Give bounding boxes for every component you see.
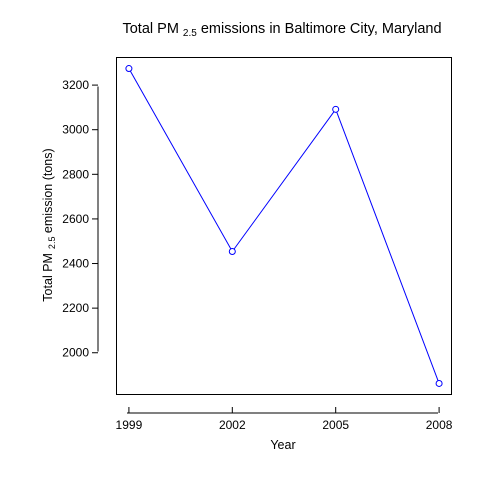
chart-title-main: Total PM	[122, 21, 178, 37]
y-axis-label-subscript: 2.5	[47, 237, 57, 250]
y-axis-label: Total PM 2.5 emission (tons)	[41, 148, 57, 301]
y-tick-label: 2000	[62, 346, 89, 360]
x-tick-label: 2008	[426, 418, 453, 432]
y-tick-label: 3200	[62, 78, 89, 92]
x-axis-label: Year	[270, 438, 295, 452]
chart-title-subscript: 2.5	[183, 28, 197, 39]
x-tick-label: 2005	[322, 418, 349, 432]
y-tick-label: 2600	[62, 212, 89, 226]
y-tick-label: 2800	[62, 167, 89, 181]
data-point	[435, 379, 443, 387]
y-tick-label: 2400	[62, 257, 89, 271]
plot-frame	[116, 57, 452, 395]
series-line	[128, 68, 440, 384]
data-point	[332, 105, 340, 113]
chart-title-rest: emissions in Baltimore City, Maryland	[197, 21, 442, 37]
data-point	[228, 248, 236, 256]
y-axis-label-main: Total PM	[41, 253, 55, 302]
y-axis-ticks: 2000 2200 2400 2600 2800 3000 3200	[62, 78, 98, 360]
x-axis-ticks: 1999 2002 2005 2008	[116, 407, 453, 432]
series-group	[125, 65, 443, 387]
x-tick-label: 1999	[116, 418, 143, 432]
data-point	[125, 65, 133, 73]
y-axis-label-rest: emission (tons)	[41, 148, 55, 236]
y-tick-label: 3000	[62, 123, 89, 137]
y-tick-label: 2200	[62, 301, 89, 315]
x-tick-label: 2002	[219, 418, 246, 432]
chart-title: Total PM 2.5 emissions in Baltimore City,…	[122, 21, 441, 39]
